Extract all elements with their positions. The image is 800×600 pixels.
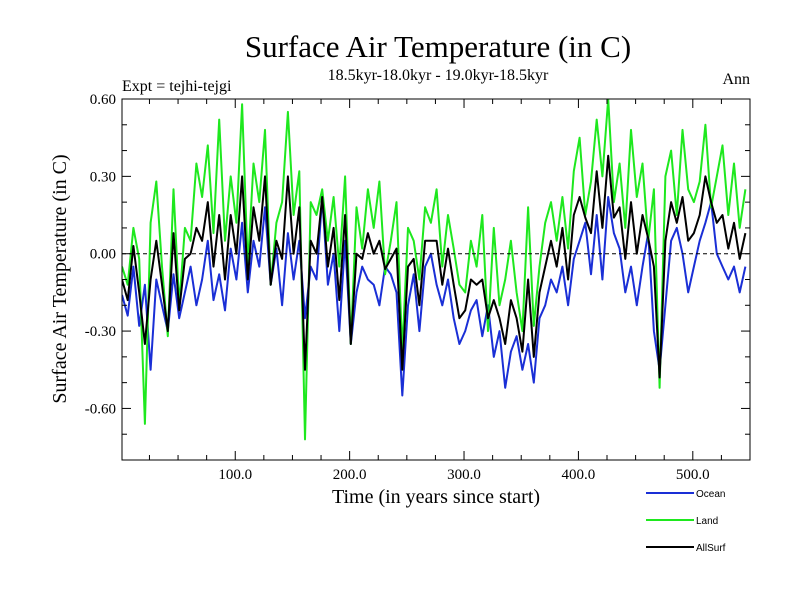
series-layer [122,99,747,441]
chart-subtitle: 18.5kyr-18.0kyr - 19.0kyr-18.5kyr [328,67,549,84]
series-line-land [122,99,747,441]
series-line-ocean [122,196,747,397]
x-tick-label: 300.0 [447,467,481,483]
chart-title: Surface Air Temperature (in C) [245,29,631,64]
expt-label: Expt = tejhi-tejgi [122,78,232,95]
y-tick-label: 0.60 [90,92,116,108]
y-tick-label: -0.30 [85,324,116,340]
y-tick-label: -0.60 [85,401,116,417]
y-tick-label: 0.00 [90,247,116,263]
x-tick-label: 100.0 [218,467,252,483]
y-axis: 0.60 0.30 0.00 -0.30 -0.60 [85,92,750,461]
y-tick-label: 0.30 [90,169,116,185]
x-tick-label: 200.0 [333,467,367,483]
legend-label-ocean: Ocean [696,489,725,500]
legend-label-land: Land [696,516,718,527]
x-axis-label: Time (in years since start) [332,486,540,508]
x-axis: 100.0 200.0 300.0 400.0 500.0 [148,99,722,483]
season-label: Ann [722,71,750,88]
series-line-allsurf [122,154,747,379]
x-tick-label: 500.0 [676,467,710,483]
y-axis-label: Surface Air Temperature (in C) [49,154,71,403]
x-tick-label: 400.0 [562,467,596,483]
legend: Ocean Land AllSurf [646,489,726,554]
legend-label-allsurf: AllSurf [696,543,726,554]
